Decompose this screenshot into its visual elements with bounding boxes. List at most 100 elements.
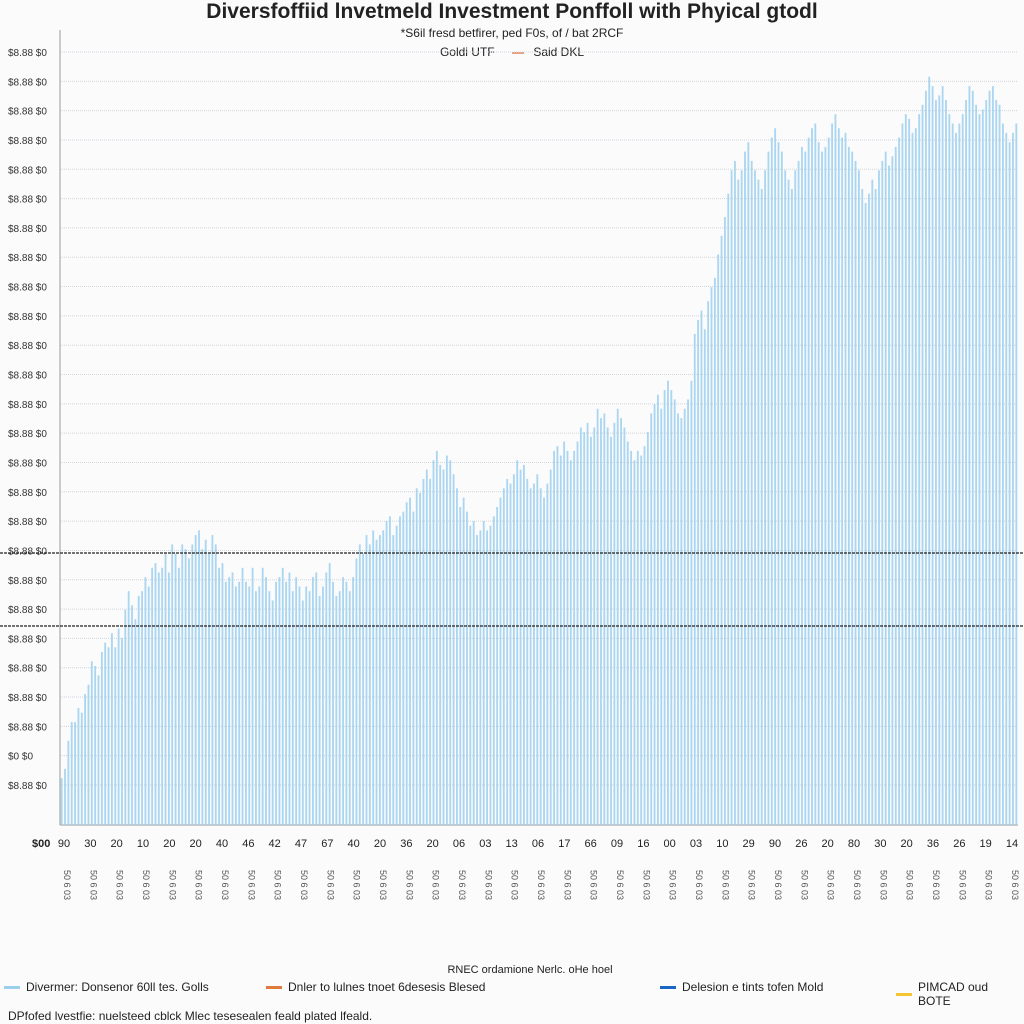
bar <box>928 76 931 825</box>
bar <box>395 525 398 825</box>
bar <box>84 694 87 825</box>
bar <box>549 469 552 825</box>
x-date-label: 50 6 03 <box>720 870 730 900</box>
bar <box>452 474 455 825</box>
bar <box>586 422 589 825</box>
bar <box>121 637 123 825</box>
x-tick-label: 80 <box>848 838 860 850</box>
x-tick-label: 90 <box>769 838 781 850</box>
bar <box>764 170 767 825</box>
bar <box>553 450 555 825</box>
bar <box>278 577 281 825</box>
bar <box>338 591 341 825</box>
bar <box>214 544 217 825</box>
bar <box>965 100 968 826</box>
x-date-label: 50 6 03 <box>115 870 125 900</box>
bar <box>794 170 797 825</box>
bar <box>610 436 612 825</box>
bar <box>271 600 274 825</box>
bar <box>760 189 763 825</box>
legend-swatch-ref-1 <box>266 985 282 989</box>
y-tick-label: $8.88 $0 <box>8 605 47 616</box>
bar <box>573 450 576 825</box>
chart-subtitle: *S6il fresd betfirer, ped F0s, of / bat … <box>400 26 624 40</box>
bar <box>141 591 143 825</box>
y-tick-label: $0 $0 <box>8 752 33 763</box>
bar <box>750 160 753 826</box>
bar <box>613 422 616 825</box>
bar <box>328 563 331 825</box>
bar <box>298 586 301 825</box>
x-tick-label: 13 <box>506 838 518 850</box>
bar <box>683 408 686 825</box>
x-date-label: 50 6 03 <box>220 870 230 900</box>
bar <box>670 390 673 825</box>
x-tick-label: 09 <box>611 838 623 850</box>
bar <box>616 408 619 825</box>
bar <box>894 146 897 826</box>
bar <box>653 404 656 825</box>
bar <box>265 577 267 825</box>
bar <box>509 483 512 825</box>
origin-label: $00 <box>32 838 50 850</box>
legend-label-diversified: Divermer: Donsenor 60ll tes. Golls <box>26 980 209 994</box>
bar <box>157 572 160 825</box>
bar <box>352 577 355 825</box>
y-tick-label: $8.88 $0 <box>8 576 47 587</box>
bar <box>804 151 807 825</box>
bar <box>801 146 803 826</box>
y-tick-label: $8.88 $0 <box>8 165 47 176</box>
bar <box>512 474 515 825</box>
bar <box>904 114 907 826</box>
bar <box>1012 132 1014 826</box>
bar <box>325 572 328 825</box>
bar <box>620 418 622 825</box>
bar <box>603 413 606 825</box>
bar <box>774 128 777 826</box>
bar <box>422 478 425 825</box>
x-tick-label: 17 <box>558 838 570 850</box>
x-date-label: 50 6 03 <box>641 870 651 900</box>
bar <box>901 123 904 825</box>
bar <box>991 86 994 825</box>
bar <box>690 380 693 825</box>
bar <box>77 708 80 825</box>
x-tick-label: 42 <box>269 838 281 850</box>
y-tick-label: $8.88 $0 <box>8 341 47 352</box>
bar <box>117 628 120 825</box>
bar <box>479 530 482 825</box>
bar <box>502 488 505 825</box>
bar <box>827 137 830 825</box>
bar <box>171 544 174 825</box>
bar <box>315 572 318 825</box>
bar <box>70 722 73 825</box>
bar <box>335 595 338 825</box>
bar <box>884 151 887 825</box>
x-date-label: 50 6 03 <box>773 870 783 900</box>
x-tick-label: 30 <box>874 838 886 850</box>
bar <box>878 170 880 825</box>
bar <box>368 544 371 825</box>
bar <box>677 413 679 825</box>
bar <box>918 114 921 826</box>
bar <box>693 333 696 825</box>
y-tick-label: $8.88 $0 <box>8 136 47 147</box>
x-tick-label: 19 <box>980 838 992 850</box>
bar <box>322 586 324 825</box>
bar <box>201 549 204 825</box>
bar <box>198 530 200 825</box>
legend-label-ref-3: PIMCAD oud BOTE <box>918 980 989 1008</box>
bar <box>345 581 348 825</box>
x-tick-label: 20 <box>901 838 913 850</box>
x-date-label: 50 6 03 <box>589 870 599 900</box>
bar <box>409 497 411 825</box>
bar <box>814 123 817 825</box>
x-tick-label: 36 <box>927 838 939 850</box>
y-tick-label: $8.88 $0 <box>8 488 47 499</box>
bar <box>891 156 894 825</box>
bar <box>137 595 140 825</box>
x-tick-label: 03 <box>690 838 702 850</box>
x-date-label: 50 6 03 <box>536 870 546 900</box>
bar <box>941 86 944 825</box>
y-tick-label: $8.88 $0 <box>8 546 47 557</box>
